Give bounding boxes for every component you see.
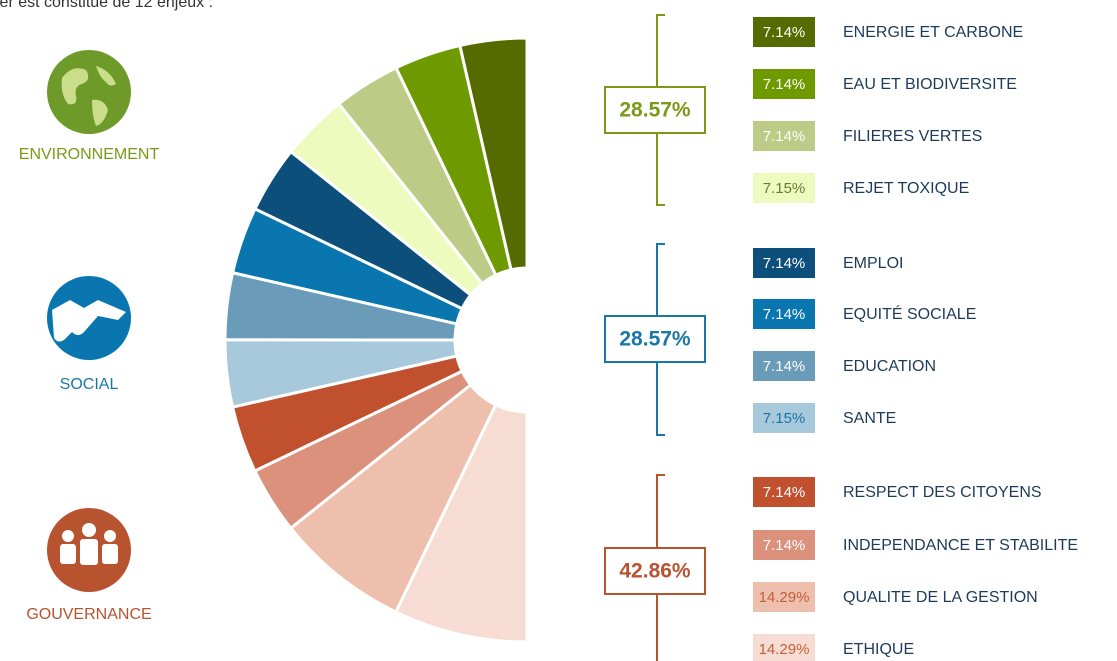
value-badge xyxy=(753,248,815,278)
category-label: EQUITÉ SOCIALE xyxy=(843,304,976,323)
value-label: 7.14% xyxy=(763,76,806,93)
category-label: QUALITE DE LA GESTION xyxy=(843,589,1038,606)
value-label: 7.15% xyxy=(763,410,806,427)
group-name: GOUVERNANCE xyxy=(26,606,151,623)
group-box xyxy=(604,547,706,595)
category-label: ETHIQUE xyxy=(843,641,914,658)
category-label: EDUCATION xyxy=(843,358,936,375)
value-badge xyxy=(753,351,815,381)
group-name: SOCIAL xyxy=(60,376,119,393)
category-label: INDEPENDANCE ET STABILITE xyxy=(843,537,1078,554)
group-total: 42.86% xyxy=(619,560,691,583)
value-badge xyxy=(753,477,815,507)
value-badge xyxy=(753,634,815,661)
value-badge xyxy=(753,121,815,151)
category-label: REJET TOXIQUE xyxy=(843,180,969,197)
handshake-icon xyxy=(47,276,131,360)
group-box xyxy=(604,315,706,363)
category-label: EAU ET BIODIVERSITE xyxy=(843,76,1017,93)
segment xyxy=(393,402,529,644)
value-label: 7.15% xyxy=(763,180,806,197)
value-badge xyxy=(753,173,815,203)
value-label: 7.14% xyxy=(763,255,806,272)
value-label: 14.29% xyxy=(759,589,810,606)
value-label: 7.14% xyxy=(763,484,806,501)
value-label: 7.14% xyxy=(763,358,806,375)
value-badge xyxy=(753,69,815,99)
value-label: 7.14% xyxy=(763,306,806,323)
value-badge xyxy=(753,582,815,612)
value-label: 14.29% xyxy=(759,641,810,658)
value-badge xyxy=(753,17,815,47)
value-badge xyxy=(753,299,815,329)
group-box xyxy=(604,86,706,134)
category-label: EMPLOI xyxy=(843,255,903,272)
globe-icon xyxy=(47,50,131,134)
category-label: RESPECT DES CITOYENS xyxy=(843,484,1042,501)
segment xyxy=(288,382,498,615)
group-name: ENVIRONNEMENT xyxy=(19,146,160,163)
group-total: 28.57% xyxy=(619,328,691,351)
value-badge xyxy=(753,403,815,433)
category-label: ENERGIE ET CARBONE xyxy=(843,24,1023,41)
category-label: FILIERES VERTES xyxy=(843,128,982,145)
people-icon xyxy=(47,508,131,592)
category-label: SANTE xyxy=(843,410,896,427)
value-label: 7.14% xyxy=(763,537,806,554)
value-label: 7.14% xyxy=(763,24,806,41)
value-label: 7.14% xyxy=(763,128,806,145)
group-total: 28.57% xyxy=(619,99,691,122)
intro-text: ier est constitué de 12 enjeux : xyxy=(0,0,213,11)
value-badge xyxy=(753,530,815,560)
